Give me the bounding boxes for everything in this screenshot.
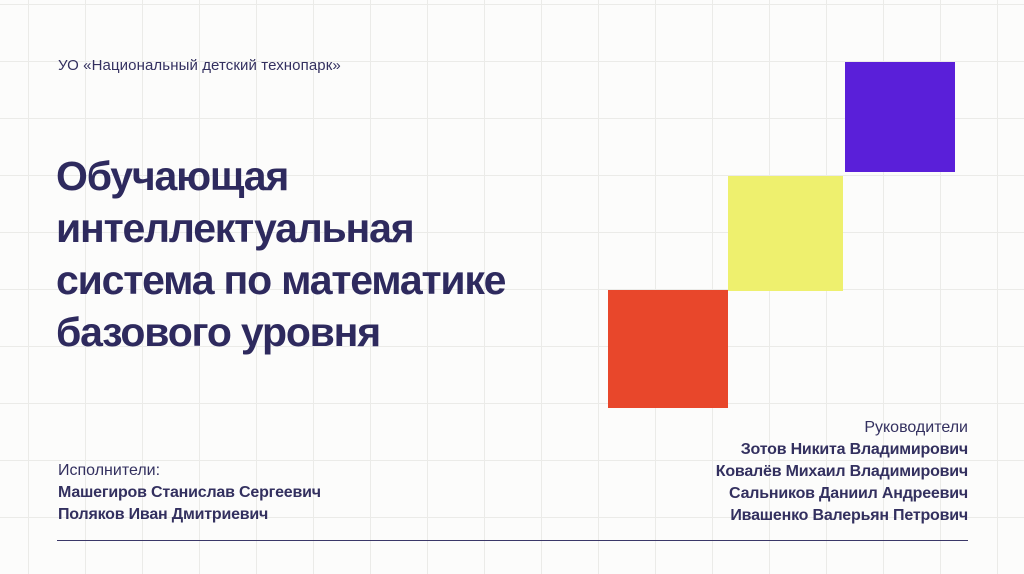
executor-name: Поляков Иван Дмитриевич [58,506,269,523]
supervisor-name: Ковалёв Михаил Владимирович [715,463,968,480]
executors-label: Исполнители: [58,462,161,479]
executors-block: Исполнители: Машегиров Станислав Сергеев… [58,460,321,526]
supervisor-name: Ивашенко Валерьян Петрович [730,507,968,524]
decor-square-red [608,290,728,408]
decor-square-purple [845,62,955,172]
organization-name: УО «Национальный детский технопарк» [58,57,341,74]
supervisors-label: Руководители [864,419,968,436]
decor-square-yellow [728,176,843,291]
title-line-2: интеллектуальная [56,205,415,251]
title-line-4: базового уровня [56,309,381,355]
slide-title: Обучающая интеллектуальная система по ма… [56,150,506,358]
supervisor-name: Зотов Никита Владимирович [740,441,968,458]
supervisor-name: Сальников Даниил Андреевич [729,485,968,502]
executor-name: Машегиров Станислав Сергеевич [58,484,321,501]
footer-divider [57,540,968,541]
supervisors-block: Руководители Зотов Никита Владимирович К… [716,417,968,527]
title-line-1: Обучающая [56,153,289,199]
title-line-3: система по математике [56,257,506,303]
